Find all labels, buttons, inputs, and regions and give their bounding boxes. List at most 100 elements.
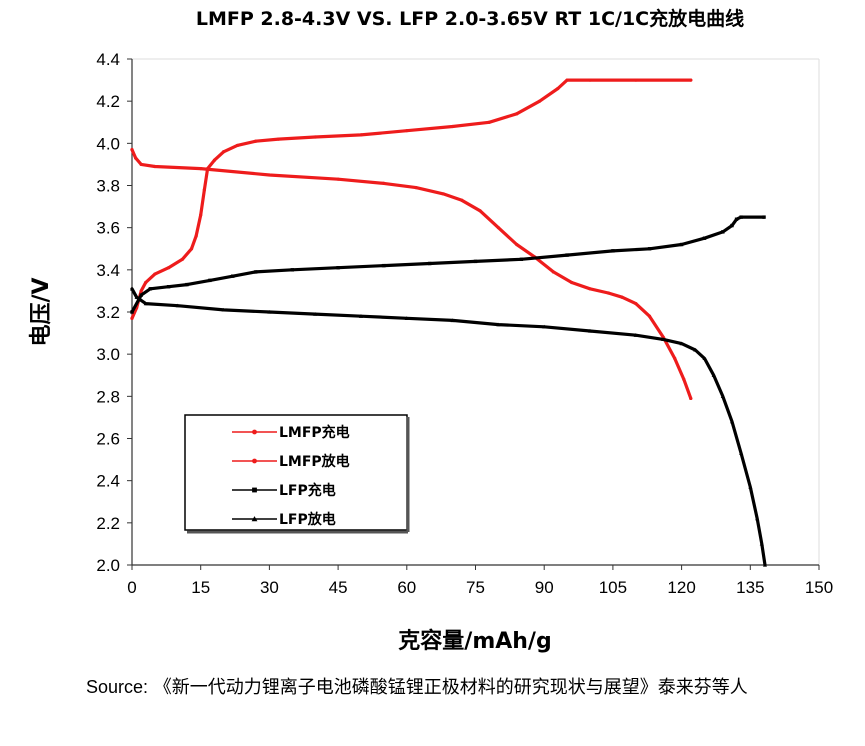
data-point <box>478 209 482 213</box>
data-point <box>587 328 593 333</box>
legend-swatch-marker <box>252 429 257 435</box>
data-point <box>199 167 203 171</box>
data-point <box>336 177 340 181</box>
x-tick-label: 135 <box>736 578 764 597</box>
data-point <box>189 247 194 251</box>
data-point <box>222 150 226 154</box>
data-point <box>588 287 592 291</box>
data-point <box>538 99 542 103</box>
data-point <box>382 181 386 185</box>
data-point <box>689 396 693 401</box>
data-point <box>180 257 184 261</box>
data-point <box>267 309 272 314</box>
data-point <box>208 278 212 283</box>
legend: LMFP充电 LMFP放电 LFP充电 LFP放电 <box>184 414 410 534</box>
legend-box <box>184 414 408 531</box>
data-point <box>382 263 386 268</box>
data-point <box>139 293 143 297</box>
data-point <box>519 257 523 261</box>
series-line <box>130 78 693 320</box>
legend-label: LMFP放电 <box>279 453 350 470</box>
data-point <box>129 286 135 291</box>
data-point <box>673 356 677 360</box>
series-2 <box>130 148 693 401</box>
data-point <box>130 310 134 314</box>
data-point <box>153 164 157 169</box>
data-point <box>748 484 753 489</box>
data-point <box>473 259 478 264</box>
y-tick-label: 3.2 <box>96 303 120 322</box>
legend-item: LMFP放电 <box>232 453 350 470</box>
data-point <box>175 303 180 308</box>
data-point <box>620 295 624 299</box>
x-tick-label: 150 <box>805 578 833 597</box>
data-point <box>679 242 684 247</box>
y-tick-label: 2.2 <box>96 514 120 533</box>
series-line <box>130 148 693 400</box>
data-point <box>254 139 258 143</box>
data-point <box>551 270 555 274</box>
x-axis-ticks: 0 15 30 45 60 75 90 105 120 135 150 <box>127 565 833 597</box>
x-tick-label: 0 <box>127 578 136 597</box>
y-tick-label: 2.4 <box>96 472 120 491</box>
legend-swatch-marker <box>252 487 257 493</box>
x-tick-label: 30 <box>260 578 279 597</box>
data-point <box>405 129 409 133</box>
series-layer <box>129 78 767 567</box>
chart-title: LMFP 2.8-4.3V VS. LFP 2.0-3.65V RT 1C/1C… <box>196 7 744 30</box>
source-citation: Source: 《新一代动力锂离子电池磷酸锰锂正极材料的研究现状与展望》泰来芬等… <box>86 674 826 701</box>
data-point <box>134 156 138 160</box>
data-point <box>720 394 725 398</box>
data-point <box>130 316 134 320</box>
x-tick-label: 105 <box>599 578 627 597</box>
data-point <box>606 291 610 295</box>
data-point <box>556 86 560 91</box>
data-point <box>759 541 764 546</box>
data-point <box>134 295 139 299</box>
data-point <box>762 215 766 219</box>
data-point <box>358 314 364 318</box>
data-point <box>647 314 652 318</box>
series-4 <box>129 286 767 567</box>
data-point <box>194 234 198 238</box>
data-point <box>496 226 500 230</box>
data-point <box>515 242 519 247</box>
chart-svg: LMFP 2.8-4.3V VS. LFP 2.0-3.65V RT 1C/1C… <box>29 7 833 654</box>
legend-swatch-marker <box>252 458 257 464</box>
data-point <box>404 316 409 320</box>
data-point <box>166 285 171 289</box>
data-point <box>290 268 294 272</box>
data-point <box>730 223 734 228</box>
data-point <box>414 186 418 190</box>
y-tick-label: 2.8 <box>96 387 120 406</box>
data-point <box>253 270 258 274</box>
series-1 <box>130 78 693 320</box>
data-point <box>515 112 519 116</box>
y-tick-label: 3.4 <box>96 261 120 280</box>
data-point <box>755 516 760 521</box>
data-point <box>221 307 226 312</box>
data-point <box>450 318 455 323</box>
data-point <box>711 373 716 377</box>
legend-swatch-marker <box>251 516 258 522</box>
y-tick-label: 2.6 <box>96 430 120 449</box>
data-point <box>212 158 217 162</box>
series-line <box>130 287 767 567</box>
data-point <box>702 236 707 240</box>
data-point <box>487 120 491 124</box>
series-line <box>130 215 766 314</box>
data-point <box>496 322 501 327</box>
data-point <box>231 274 235 278</box>
legend-item: LFP充电 <box>232 482 336 499</box>
data-point <box>734 217 739 221</box>
data-point <box>739 451 744 455</box>
data-point <box>693 347 698 352</box>
data-point <box>336 266 340 270</box>
legend-item: LMFP充电 <box>232 424 350 441</box>
x-tick-label: 75 <box>466 578 485 597</box>
y-axis-ticks: 2.0 2.2 2.4 2.6 2.8 3.0 3.2 3.4 3.6 3.8 4.0 4.2 4.4 <box>96 50 132 575</box>
data-point <box>359 133 363 137</box>
y-tick-label: 4.0 <box>96 134 120 153</box>
data-point <box>565 78 569 82</box>
